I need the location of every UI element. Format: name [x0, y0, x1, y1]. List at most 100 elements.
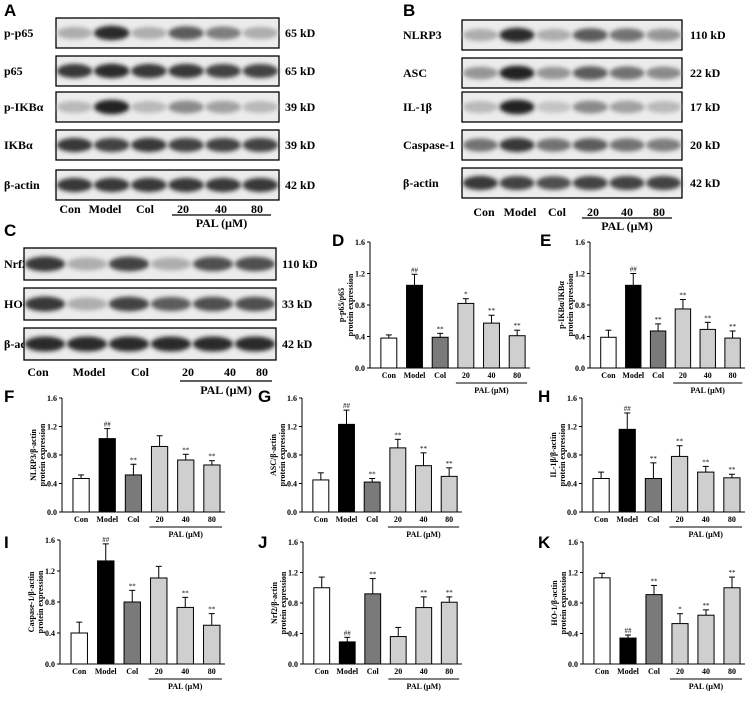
bar-80	[440, 601, 458, 665]
lane-label: Con	[59, 202, 81, 216]
significance-label: ##	[343, 402, 351, 410]
lane-label: 80	[653, 205, 665, 219]
y-tick-label: 1.2	[47, 423, 57, 432]
band-size: 33 kD	[282, 297, 313, 311]
bar-80	[203, 464, 221, 513]
band-size: 20 kD	[690, 138, 721, 152]
blot-band	[93, 177, 130, 193]
y-tick-label: 0.8	[355, 301, 365, 310]
x-category-label: 40	[420, 515, 428, 524]
blot-row: p-p65 65 kD	[4, 17, 316, 49]
panel-label-G: G	[258, 387, 271, 406]
x-category-label: Con	[315, 667, 330, 676]
band-label: ASC	[403, 66, 427, 80]
lane-label: 20	[587, 205, 599, 219]
x-category-label: Model	[404, 371, 427, 380]
blot-band	[234, 256, 276, 272]
significance-label: **	[130, 456, 138, 464]
blot-band	[242, 64, 279, 78]
y-tick-label: 0.0	[575, 364, 585, 373]
significance-label: **	[182, 446, 190, 454]
y-tick-label: 0.4	[575, 333, 585, 342]
blot-band	[205, 64, 242, 78]
band-size: 39 kD	[285, 138, 316, 152]
blot-band	[242, 138, 279, 152]
bar-Col	[644, 478, 663, 513]
blot-band	[56, 137, 93, 153]
bar-Con	[600, 336, 617, 369]
significance-label: ##	[624, 405, 632, 413]
significance-label: **	[650, 455, 658, 463]
y-tick-label: 1.2	[355, 270, 365, 279]
chart-panel-G: G 0.0 0.4 0.8 1.2 1.6 ASC/β-actinprotein expre…	[258, 387, 462, 539]
x-category-label: Model	[617, 667, 640, 676]
blot-band	[499, 176, 535, 190]
blot-band	[168, 26, 204, 40]
y-tick-label: 0.0	[568, 660, 578, 669]
bar-Model	[625, 284, 642, 369]
blot-band	[609, 176, 645, 190]
significance-label: **	[729, 569, 737, 577]
blot-panel-C: C Nrf2 110 kD HO-1 33 kD β-actin 42 kD Con Model…	[4, 221, 318, 397]
y-tick-label: 1.6	[45, 536, 55, 545]
y-tick-label: 0.4	[288, 630, 298, 639]
blot-band	[131, 177, 167, 193]
bar-Model	[98, 438, 116, 513]
x-category-label: Model	[622, 371, 645, 380]
bar-20	[389, 447, 407, 513]
blot-band	[609, 28, 645, 42]
x-category-label: 80	[729, 371, 737, 380]
chart-panel-J: J 0.0 0.4 0.8 1.2 1.6 Nrf2/β-actinprotein expr…	[258, 533, 462, 691]
y-tick-label: 1.6	[47, 394, 57, 403]
blot-row: IL-1β 17 kD	[403, 91, 721, 123]
blot-band	[24, 256, 66, 272]
blot-band	[572, 138, 608, 152]
blot-band	[168, 138, 204, 152]
y-tick-label: 0.8	[288, 599, 298, 608]
blot-strip	[55, 169, 280, 201]
x-category-label: 20	[155, 667, 163, 676]
significance-label: **	[704, 314, 712, 322]
y-axis-label: HO-1/β-actinprotein expression	[550, 571, 568, 634]
blot-band	[192, 256, 234, 272]
bar-Col	[363, 481, 381, 513]
blot-band	[205, 100, 242, 114]
y-tick-label: 0.0	[45, 660, 55, 669]
blot-band	[646, 28, 682, 42]
significance-label: **	[679, 291, 687, 299]
blot-band	[536, 66, 572, 80]
blot-band	[24, 336, 66, 352]
significance-label: **	[129, 582, 137, 590]
panel-label-F: F	[4, 387, 14, 406]
band-label: p-p65	[4, 26, 33, 40]
blot-row: β-actin 42 kD	[4, 169, 316, 201]
significance-label: ##	[630, 266, 638, 274]
lane-label: 20	[177, 202, 189, 216]
x-category-label: 80	[208, 515, 216, 524]
significance-label: **	[703, 602, 711, 610]
blot-band	[131, 63, 167, 79]
bar-Col	[431, 336, 449, 369]
x-category-label: Col	[648, 667, 661, 676]
blot-strip	[23, 287, 277, 321]
blot-panel-A: Ap-p65 65 kD p65 65 kD p-IKBα 39 kD IKBα 39 kD β…	[4, 1, 316, 230]
group-label: PAL (μM)	[200, 383, 252, 397]
blot-strip	[461, 167, 683, 199]
blot-band	[646, 101, 682, 113]
blot-band	[205, 138, 242, 152]
x-category-label: Col	[647, 515, 660, 524]
panel-label-H: H	[538, 387, 550, 406]
blot-band	[536, 28, 572, 42]
significance-label: **	[446, 589, 454, 597]
chart-panel-E: E 0.0 0.4 0.8 1.2 1.6 p-IKBα/IKBαprotein expre…	[540, 231, 745, 395]
group-label: PAL (μM)	[601, 219, 653, 233]
x-category-label: Col	[366, 515, 379, 524]
bar-20	[674, 308, 692, 369]
significance-label: **	[514, 322, 522, 330]
x-category-label: 80	[445, 515, 453, 524]
significance-label: *	[678, 606, 682, 614]
bar-20	[150, 577, 168, 665]
blot-strip	[55, 129, 280, 161]
blot-band	[242, 101, 279, 113]
